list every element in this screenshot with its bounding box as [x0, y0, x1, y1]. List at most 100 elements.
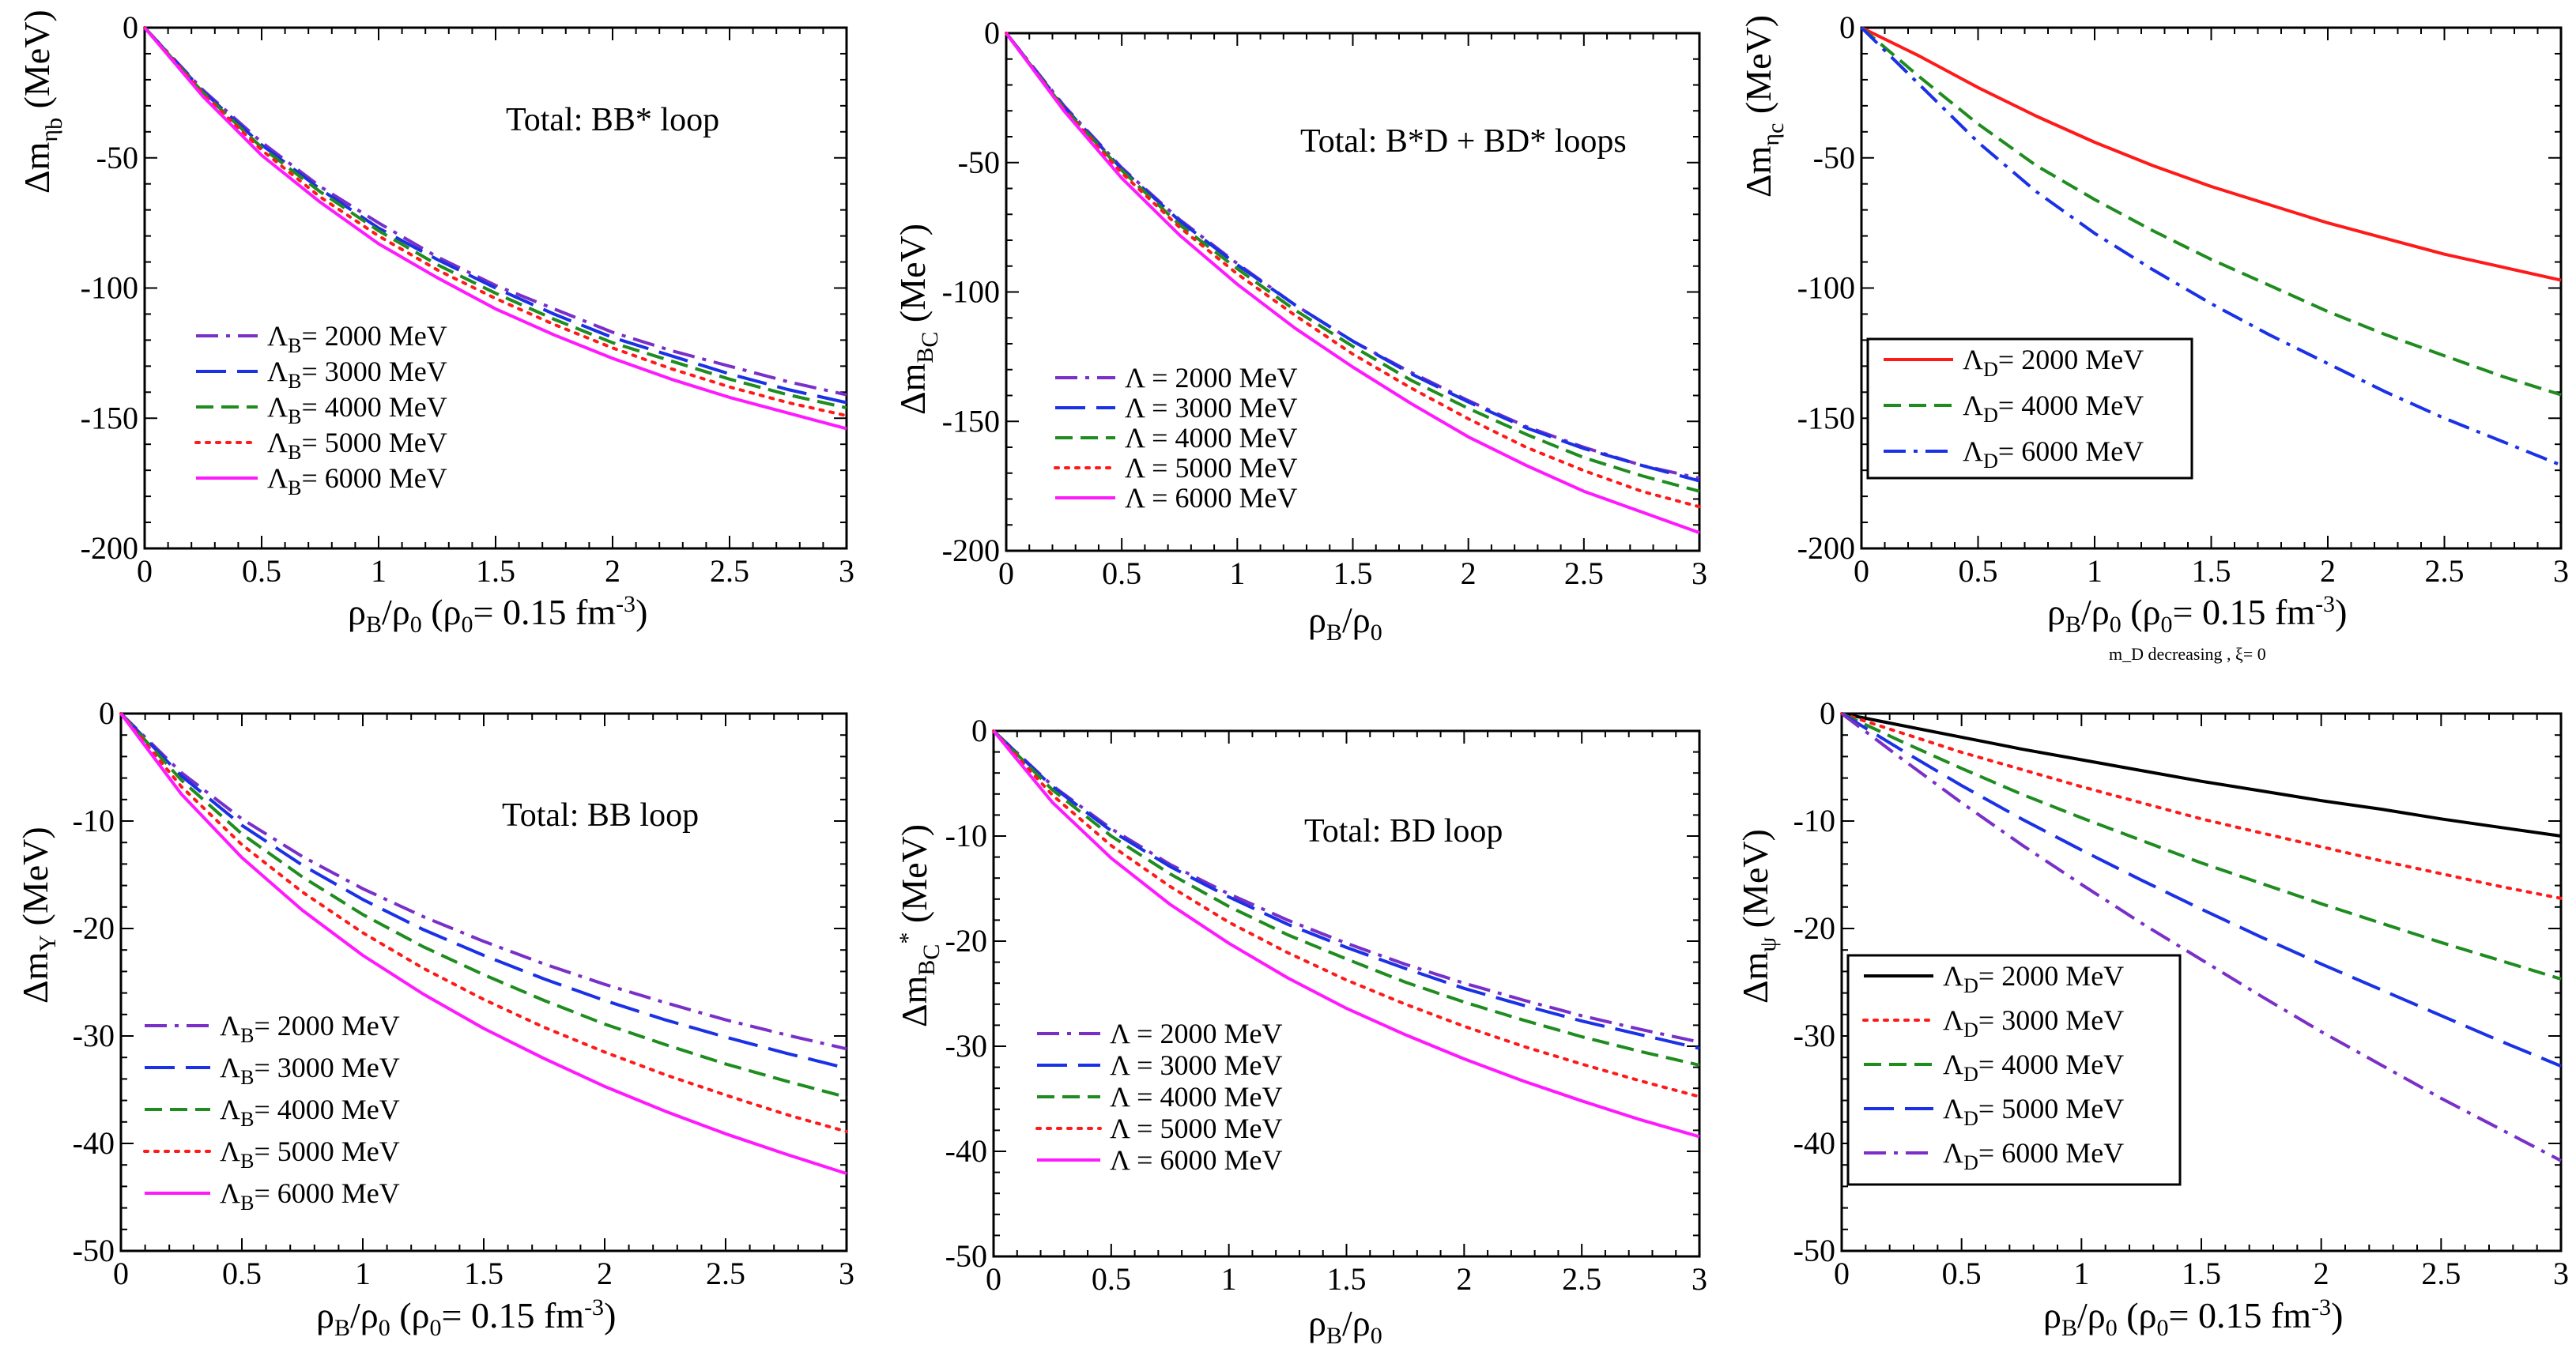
series-line: [1005, 32, 1700, 493]
x-tick-label: 3: [1692, 1261, 1707, 1297]
y-tick-label: -50: [1793, 1233, 1835, 1268]
y-tick-label: -200: [1797, 530, 1855, 566]
axis-ticks: 0 0.5 1 1.5 2 2.5 3 0 -50 -100 -150 -200: [1797, 9, 2569, 589]
y-tick-label: -30: [73, 1018, 115, 1053]
x-tick-label: 0: [986, 1261, 1001, 1297]
series-line: [119, 712, 847, 1176]
chart-annotation: Total: BD loop: [1304, 813, 1503, 849]
panel-b-c: 0 0.5 1 1.5 2 2.5 3 0 -50 -100 -150 -200 Total: B*D…: [892, 15, 1707, 646]
legend-label: ΛD= 5000 MeV: [1943, 1093, 2124, 1130]
y-tick-label: -30: [1793, 1018, 1835, 1053]
y-tick-label: -150: [81, 400, 138, 435]
legend-label: ΛB= 5000 MeV: [220, 1136, 400, 1173]
plot-frame: [992, 729, 1701, 1258]
y-tick-label: 0: [123, 9, 138, 45]
series-line: [143, 26, 847, 405]
axis-ticks: 0 0.5 1 1.5 2 2.5 3 0 -10 -20 -30 -40 -50: [945, 713, 1707, 1297]
y-tick-label: -20: [73, 910, 115, 946]
panel-eta-c: 0 0.5 1 1.5 2 2.5 3 0 -50 -100 -150 -200 ΛD= 2000 M…: [1738, 9, 2569, 664]
x-tick-label: 2.5: [2425, 553, 2465, 589]
y-tick-label: -100: [81, 270, 138, 306]
x-tick-label: 1: [355, 1256, 371, 1291]
x-tick-label: 3: [2553, 1256, 2569, 1291]
legend-label: ΛB= 4000 MeV: [220, 1094, 400, 1131]
x-tick-label: 0: [113, 1256, 129, 1291]
panel-psi: 0 0.5 1 1.5 2 2.5 30-10-20-30-40-50 ΛD= 2000 M…: [1735, 695, 2569, 1341]
legend-label: ΛB= 5000 MeV: [267, 427, 447, 464]
series-line: [1841, 712, 2562, 981]
series-lines: [1840, 712, 2563, 1162]
y-tick-label: -20: [945, 923, 987, 959]
axis-ticks: 0 0.5 1 1.5 2 2.5 3 0 -50 -100 -150 -200: [81, 9, 854, 589]
x-axis-title: ρB/ρ0 (ρ0= 0.15 fm-3): [2047, 591, 2347, 638]
series-line: [143, 26, 847, 397]
x-tick-label: 2: [2320, 553, 2336, 589]
y-tick-label: 0: [1839, 9, 1855, 45]
series-line: [1005, 32, 1701, 509]
series-line: [992, 729, 1700, 1044]
y-axis-title: Δmψ (MeV): [1735, 829, 1781, 1004]
chart-annotation: Total: BB* loop: [506, 102, 719, 138]
figure-note: m_D decreasing , ξ= 0: [2109, 644, 2266, 664]
x-tick-label: 2: [2314, 1256, 2329, 1291]
panel-eta-b: 0 0.5 1 1.5 2 2.5 3 0 -50 -100 -150 -200 Total: BB*…: [17, 9, 854, 638]
series-lines: [1005, 32, 1701, 534]
legend-label: ΛD= 6000 MeV: [1963, 435, 2144, 473]
x-tick-label: 2: [1456, 1261, 1472, 1297]
legend-label: Λ = 6000 MeV: [1110, 1144, 1282, 1176]
y-tick-label: -20: [1793, 910, 1835, 946]
x-tick-label: 0: [137, 553, 153, 589]
y-axis-title: Δmηb (MeV): [17, 9, 67, 194]
y-axis-title: Δmηc (MeV): [1738, 15, 1789, 198]
x-tick-label: 1: [371, 553, 387, 589]
x-axis-title: ρB/ρ0 (ρ0= 0.15 fm-3): [348, 591, 647, 638]
legend-box: [1846, 954, 2182, 1186]
x-tick-label: 0.5: [242, 553, 281, 589]
plot-area: [119, 712, 848, 1252]
legend-label: Λ = 6000 MeV: [1125, 482, 1297, 514]
x-tick-label: 0: [1854, 553, 1869, 589]
x-tick-label: 1: [1229, 556, 1245, 591]
y-tick-label: -50: [958, 145, 1000, 180]
series-lines: [992, 729, 1701, 1139]
series-line: [1840, 712, 2563, 900]
x-tick-label: 0: [998, 556, 1014, 591]
x-axis-title: ρB/ρ0 (ρ0= 0.15 fm-3): [2043, 1294, 2343, 1341]
legend-label: Λ = 5000 MeV: [1125, 452, 1297, 484]
chart-annotation: Total: B*D + BD* loops: [1300, 123, 1627, 160]
series-line: [1840, 712, 2562, 1162]
x-tick-label: 3: [839, 553, 854, 589]
y-tick-label: 0: [971, 713, 987, 748]
legend-label: ΛB= 3000 MeV: [267, 356, 447, 393]
series-line: [119, 712, 847, 1070]
series-line: [143, 26, 847, 431]
y-tick-label: -10: [945, 818, 987, 853]
legend-label: ΛD= 3000 MeV: [1943, 1004, 2124, 1041]
legend-label: Λ = 4000 MeV: [1110, 1081, 1282, 1113]
series-lines: [119, 712, 848, 1176]
y-tick-label: 0: [984, 15, 1000, 51]
series-line: [1841, 712, 2562, 838]
series-line: [119, 712, 847, 1099]
series-lines: [1860, 26, 2562, 467]
series-line: [1840, 712, 2562, 1068]
legend-label: Λ = 2000 MeV: [1110, 1018, 1282, 1049]
x-tick-label: 2.5: [706, 1256, 745, 1291]
x-tick-label: 0: [1834, 1256, 1850, 1291]
y-tick-label: 0: [1820, 695, 1835, 731]
series-line: [143, 26, 847, 410]
y-tick-label: -100: [1797, 270, 1855, 306]
x-tick-label: 2.5: [710, 553, 749, 589]
y-tick-label: -150: [942, 403, 1000, 439]
plot-frame: [119, 712, 848, 1252]
y-axis-title: ΔmBC* (MeV): [894, 824, 945, 1027]
series-lines: [143, 26, 848, 431]
series-line: [119, 712, 847, 1051]
x-axis-title: ρB/ρ0: [1308, 600, 1382, 646]
series-line: [1005, 32, 1700, 483]
y-tick-label: -50: [1813, 140, 1855, 175]
legend-label: Λ = 3000 MeV: [1110, 1049, 1282, 1081]
y-tick-label: -100: [942, 274, 1000, 310]
